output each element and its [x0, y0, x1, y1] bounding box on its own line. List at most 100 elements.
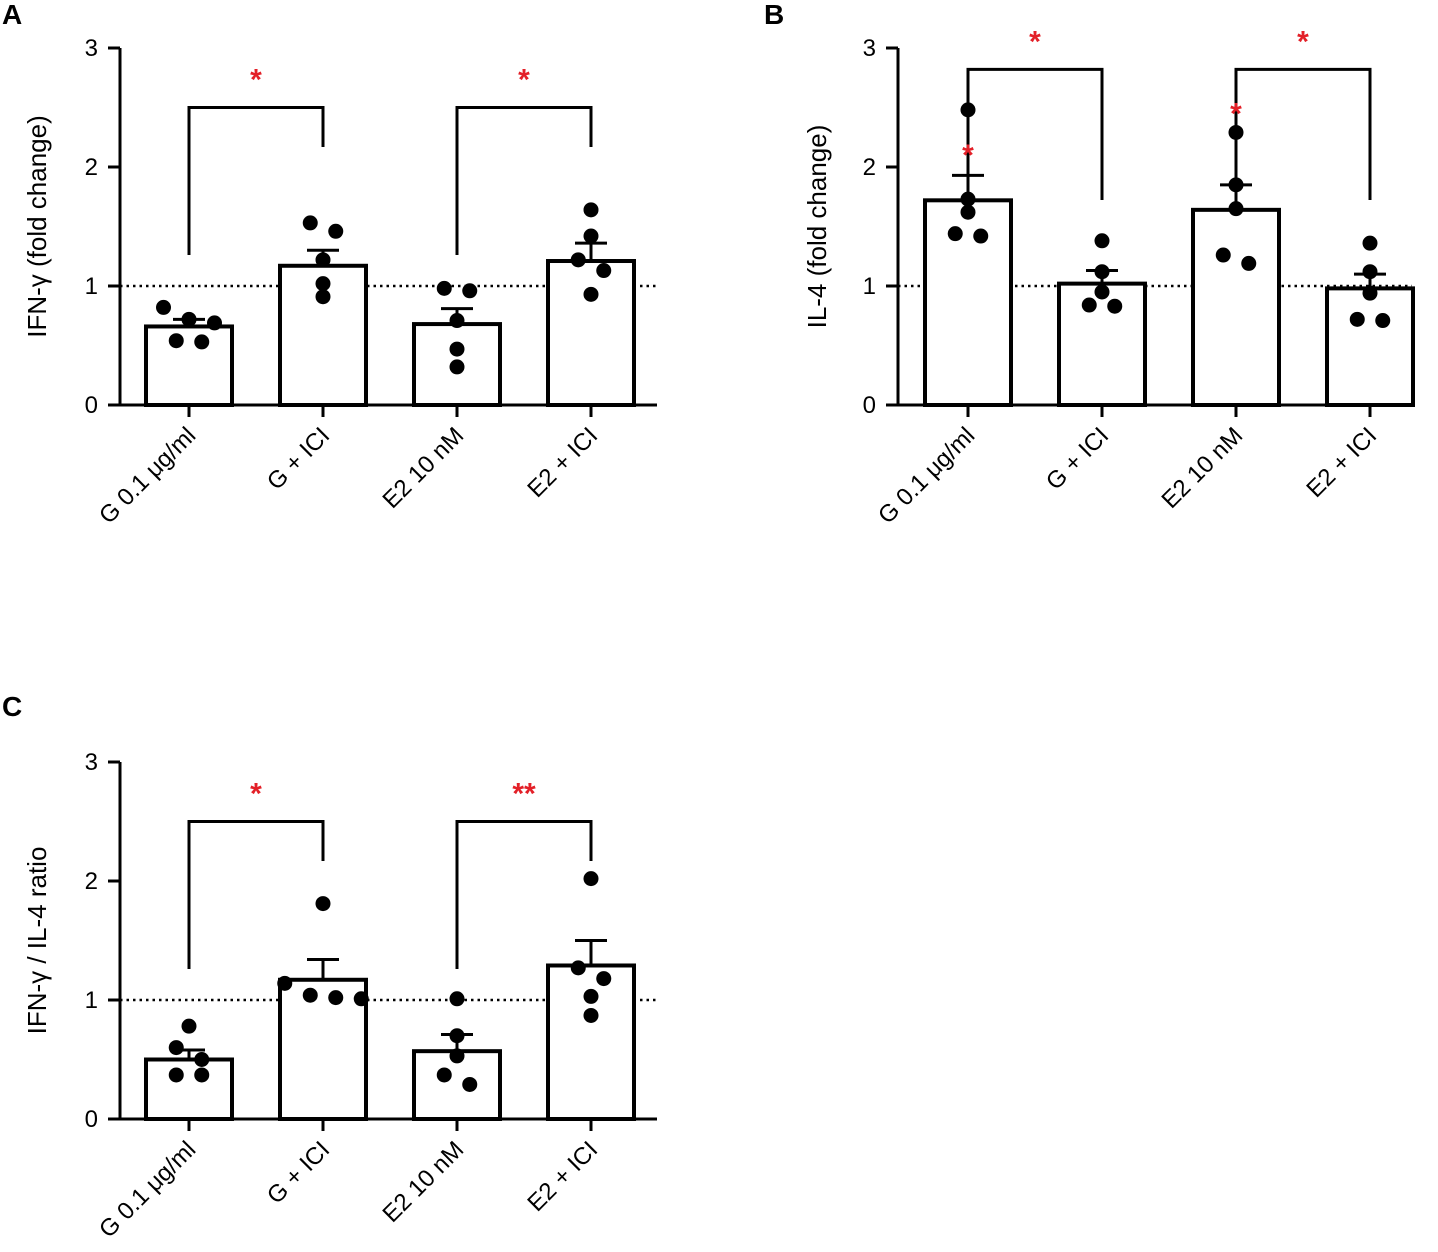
- bar-significance-label: *: [1230, 98, 1242, 131]
- data-point: [1094, 284, 1110, 300]
- data-point: [302, 215, 318, 231]
- data-point: [973, 228, 989, 244]
- data-point: [181, 1018, 197, 1034]
- data-point: [194, 1067, 210, 1083]
- data-point: [328, 990, 344, 1006]
- data-point: [1362, 285, 1378, 301]
- data-point: [583, 202, 599, 218]
- data-point: [1241, 255, 1257, 271]
- data-point: [1362, 235, 1378, 251]
- data-point: [449, 991, 465, 1007]
- data-point: [181, 311, 197, 327]
- data-point: [947, 226, 963, 242]
- bar: [546, 259, 636, 408]
- panel-a-chart: 0 1 2 3 IFN-γ (fold change) G 0.1 μg/ml G + IC…: [22, 35, 657, 529]
- data-point: [596, 263, 612, 279]
- bar: [144, 1057, 234, 1121]
- x-tick-label: E2 10 nM: [378, 1136, 470, 1228]
- data-point: [583, 228, 599, 244]
- y-tick-label: 3: [863, 35, 876, 62]
- data-point: [168, 1040, 184, 1056]
- data-point: [1215, 247, 1231, 263]
- data-point: [462, 283, 478, 299]
- data-point: [449, 359, 465, 375]
- x-tick-label: G 0.1 μg/ml: [94, 1136, 201, 1243]
- data-point: [570, 252, 586, 268]
- significance-bracket: [187, 820, 325, 969]
- data-point: [449, 313, 465, 329]
- bar: [1325, 286, 1415, 408]
- data-point: [436, 280, 452, 296]
- significance-label: *: [250, 778, 262, 811]
- bar: [278, 977, 368, 1122]
- y-tick-label: 1: [863, 273, 876, 300]
- data-point: [168, 333, 184, 349]
- data-point: [1081, 297, 1097, 313]
- x-tick-label: G + ICI: [262, 422, 335, 495]
- data-point: [449, 1028, 465, 1044]
- bar: [144, 324, 234, 407]
- data-point: [570, 960, 586, 976]
- significance-bracket: [455, 820, 593, 969]
- y-tick-label: 2: [863, 154, 876, 181]
- significance-bracket: [1234, 67, 1372, 200]
- y-tick-label: 3: [85, 35, 98, 62]
- panel-b-chart: 0 1 2 3 IL-4 (fold change) G 0.1 μg/ml G + ICI…: [802, 25, 1415, 529]
- data-point: [583, 286, 599, 302]
- data-point: [1362, 264, 1378, 280]
- data-point: [449, 1048, 465, 1064]
- data-point: [302, 987, 318, 1003]
- x-tick-label: G 0.1 μg/ml: [873, 422, 980, 529]
- data-point: [1375, 313, 1391, 329]
- data-point: [1094, 264, 1110, 280]
- data-point: [583, 871, 599, 887]
- x-tick-label: E2 + ICI: [1301, 422, 1382, 503]
- data-point: [596, 971, 612, 987]
- y-tick-label: 0: [85, 392, 98, 419]
- bar: [1191, 207, 1281, 407]
- data-point: [1349, 311, 1365, 327]
- data-point: [277, 975, 293, 991]
- bar: [923, 198, 1013, 407]
- significance-label: *: [250, 64, 262, 97]
- y-tick-label: 3: [85, 749, 98, 776]
- significance-label: *: [518, 64, 530, 97]
- panel-letter-b: B: [764, 0, 784, 30]
- bar: [1057, 281, 1147, 407]
- data-point: [315, 252, 331, 268]
- data-point: [353, 991, 369, 1007]
- significance-bracket: [455, 106, 593, 255]
- bar: [546, 963, 636, 1121]
- x-tick-label: E2 + ICI: [522, 422, 603, 503]
- data-point: [194, 1052, 210, 1067]
- data-point: [583, 988, 599, 1004]
- significance-bracket: [966, 67, 1104, 200]
- panel-letter-a: A: [2, 0, 22, 30]
- data-point: [328, 223, 344, 239]
- x-tick-label: E2 10 nM: [1157, 422, 1249, 514]
- significance-label: **: [512, 778, 536, 811]
- y-axis-label: IFN-γ / IL-4 ratio: [22, 847, 52, 1035]
- significance-label: *: [1297, 25, 1309, 58]
- y-tick-label: 2: [85, 868, 98, 895]
- y-tick-label: 1: [85, 987, 98, 1014]
- data-point: [168, 1067, 184, 1083]
- data-point: [194, 334, 210, 350]
- y-axis-label: IFN-γ (fold change): [22, 115, 52, 338]
- data-point: [315, 276, 331, 292]
- panel-letter-c: C: [2, 691, 22, 722]
- data-point: [1228, 201, 1244, 217]
- y-tick-label: 0: [863, 392, 876, 419]
- y-axis-label: IL-4 (fold change): [802, 125, 832, 329]
- data-point: [462, 1076, 478, 1092]
- bar-significance-label: *: [962, 139, 974, 172]
- data-point: [156, 299, 171, 315]
- data-point: [960, 204, 976, 220]
- panel-c-chart: 0 1 2 3 IFN-γ / IL-4 ratio G 0.1 μg/ml G + ICI…: [22, 749, 657, 1243]
- x-tick-label: G + ICI: [1041, 422, 1114, 495]
- data-point: [1107, 298, 1123, 314]
- x-tick-label: G 0.1 μg/ml: [94, 422, 201, 529]
- data-point: [315, 896, 331, 912]
- x-tick-label: G + ICI: [262, 1136, 335, 1209]
